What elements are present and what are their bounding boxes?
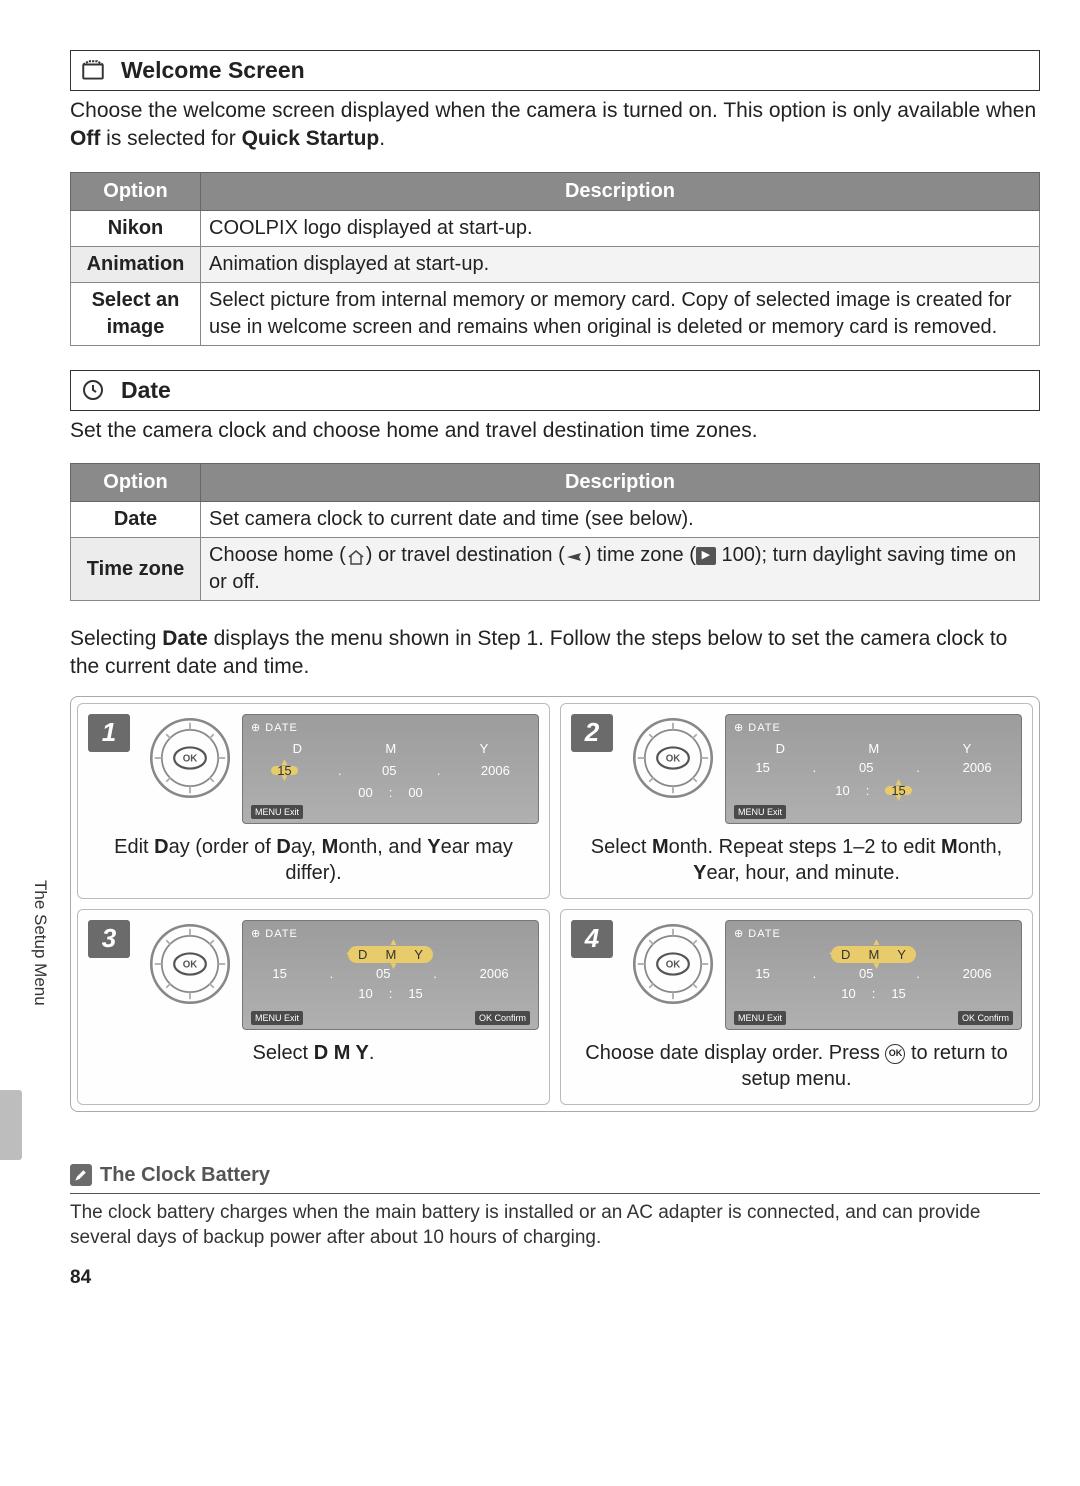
option-cell: Time zone — [71, 538, 201, 601]
step-caption: Select D M Y. — [253, 1040, 375, 1066]
svg-text:OK: OK — [183, 753, 198, 764]
date-options-table: Option Description Date Set camera clock… — [70, 463, 1040, 601]
ok-confirm-label: OK Confirm — [475, 1011, 530, 1025]
col-option: Option — [71, 172, 201, 210]
step-number: 1 — [88, 714, 130, 752]
table-row: Time zone Choose home ( ) or travel desti… — [71, 538, 1040, 601]
desc-cell: COOLPIX logo displayed at start-up. — [201, 210, 1040, 246]
text-bold: Off — [70, 127, 100, 150]
text: Choose home ( — [209, 544, 346, 566]
home-icon — [346, 547, 366, 565]
text: ) or travel destination ( — [366, 544, 565, 566]
page-ref: 100 — [721, 544, 754, 566]
text: displays the menu shown in Step 1. Follo… — [70, 627, 1007, 678]
multi-selector-dial-icon: OK — [146, 920, 234, 1008]
step-caption: Choose date display order. Press OK to r… — [571, 1040, 1022, 1092]
step-number: 2 — [571, 714, 613, 752]
col-description: Description — [201, 172, 1040, 210]
text: is selected for — [100, 127, 241, 150]
table-header-row: Option Description — [71, 172, 1040, 210]
text: ) time zone ( — [585, 544, 696, 566]
step-number: 3 — [88, 920, 130, 958]
text-bold: Date — [162, 627, 208, 650]
desc-cell: Set camera clock to current date and tim… — [201, 502, 1040, 538]
lcd-screen: ⊕ DATE D▲M▼Y 15.05.2006 10:15 MENU Exit … — [725, 920, 1022, 1030]
step-cell: 1 OK ⊕ DATE DMY ▲15▼.05.2006 00:00 MENU … — [77, 703, 550, 899]
section-title: Welcome Screen — [121, 55, 305, 86]
menu-exit-label: MENU Exit — [734, 805, 786, 819]
table-row: Date Set camera clock to current date an… — [71, 502, 1040, 538]
col-option: Option — [71, 464, 201, 502]
date-follow-text: Selecting Date displays the menu shown i… — [70, 625, 1040, 682]
table-row: Nikon COOLPIX logo displayed at start-up… — [71, 210, 1040, 246]
welcome-options-table: Option Description Nikon COOLPIX logo di… — [70, 172, 1040, 346]
date-intro: Set the camera clock and choose home and… — [70, 417, 1040, 445]
page-ref-icon: ▶ — [696, 547, 716, 565]
text: . — [379, 127, 385, 150]
text-bold: Quick Startup — [242, 127, 380, 150]
svg-text:OK: OK — [183, 959, 198, 970]
text: Selecting — [70, 627, 162, 650]
option-cell: Nikon — [71, 210, 201, 246]
menu-exit-label: MENU Exit — [734, 1011, 786, 1025]
side-chapter-label: The Setup Menu — [28, 880, 51, 1006]
clock-icon — [79, 378, 107, 402]
multi-selector-dial-icon: OK — [629, 920, 717, 1008]
date-steps-grid: 1 OK ⊕ DATE DMY ▲15▼.05.2006 00:00 MENU … — [70, 696, 1040, 1112]
multi-selector-dial-icon: OK — [629, 714, 717, 802]
lcd-screen: ⊕ DATE DMY ▲15▼.05.2006 00:00 MENU Exit — [242, 714, 539, 824]
lcd-screen: ⊕ DATE DMY 15.05.2006 10:▲15▼ MENU Exit — [725, 714, 1022, 824]
svg-text:OK: OK — [666, 753, 681, 764]
step-caption: Edit Day (order of Day, Month, and Year … — [88, 834, 539, 886]
step-number: 4 — [571, 920, 613, 958]
menu-exit-label: MENU Exit — [251, 805, 303, 819]
col-description: Description — [201, 464, 1040, 502]
plane-icon — [565, 547, 585, 565]
lcd-screen: ⊕ DATE D▲M▼Y 15.05.2006 10:15 MENU Exit … — [242, 920, 539, 1030]
section-title: Date — [121, 375, 171, 406]
option-cell: Select an image — [71, 282, 201, 345]
svg-text:OK: OK — [666, 959, 681, 970]
option-cell: Animation — [71, 246, 201, 282]
pencil-icon — [70, 1164, 92, 1186]
welcome-intro: Choose the welcome screen displayed when… — [70, 97, 1040, 154]
ok-confirm-label: OK Confirm — [958, 1011, 1013, 1025]
text: Choose the welcome screen displayed when… — [70, 99, 1036, 122]
section-header-date: Date — [70, 370, 1040, 411]
lcd-title: ⊕ DATE — [734, 721, 1013, 736]
desc-cell: Choose home ( ) or travel destination ( ) … — [201, 538, 1040, 601]
lcd-title: ⊕ DATE — [251, 721, 530, 736]
table-row: Select an image Select picture from inte… — [71, 282, 1040, 345]
step-cell: 3 OK ⊕ DATE D▲M▼Y 15.05.2006 10:15 MENU … — [77, 909, 550, 1105]
side-tab — [0, 1090, 22, 1160]
page-number: 84 — [70, 1265, 1040, 1291]
table-header-row: Option Description — [71, 464, 1040, 502]
option-cell: Date — [71, 502, 201, 538]
menu-exit-label: MENU Exit — [251, 1011, 303, 1025]
step-cell: 4 OK ⊕ DATE D▲M▼Y 15.05.2006 10:15 MENU … — [560, 909, 1033, 1105]
note-text: The clock battery charges when the main … — [70, 1200, 1040, 1251]
desc-cell: Animation displayed at start-up. — [201, 246, 1040, 282]
desc-cell: Select picture from internal memory or m… — [201, 282, 1040, 345]
step-cell: 2 OK ⊕ DATE DMY 15.05.2006 10:▲15▼ MENU … — [560, 703, 1033, 899]
note-title: The Clock Battery — [100, 1162, 270, 1189]
step-caption: Select Month. Repeat steps 1–2 to edit M… — [571, 834, 1022, 886]
note-header: The Clock Battery — [70, 1162, 1040, 1194]
multi-selector-dial-icon: OK — [146, 714, 234, 802]
table-row: Animation Animation displayed at start-u… — [71, 246, 1040, 282]
welcome-screen-icon — [79, 59, 107, 83]
section-header-welcome: Welcome Screen — [70, 50, 1040, 91]
